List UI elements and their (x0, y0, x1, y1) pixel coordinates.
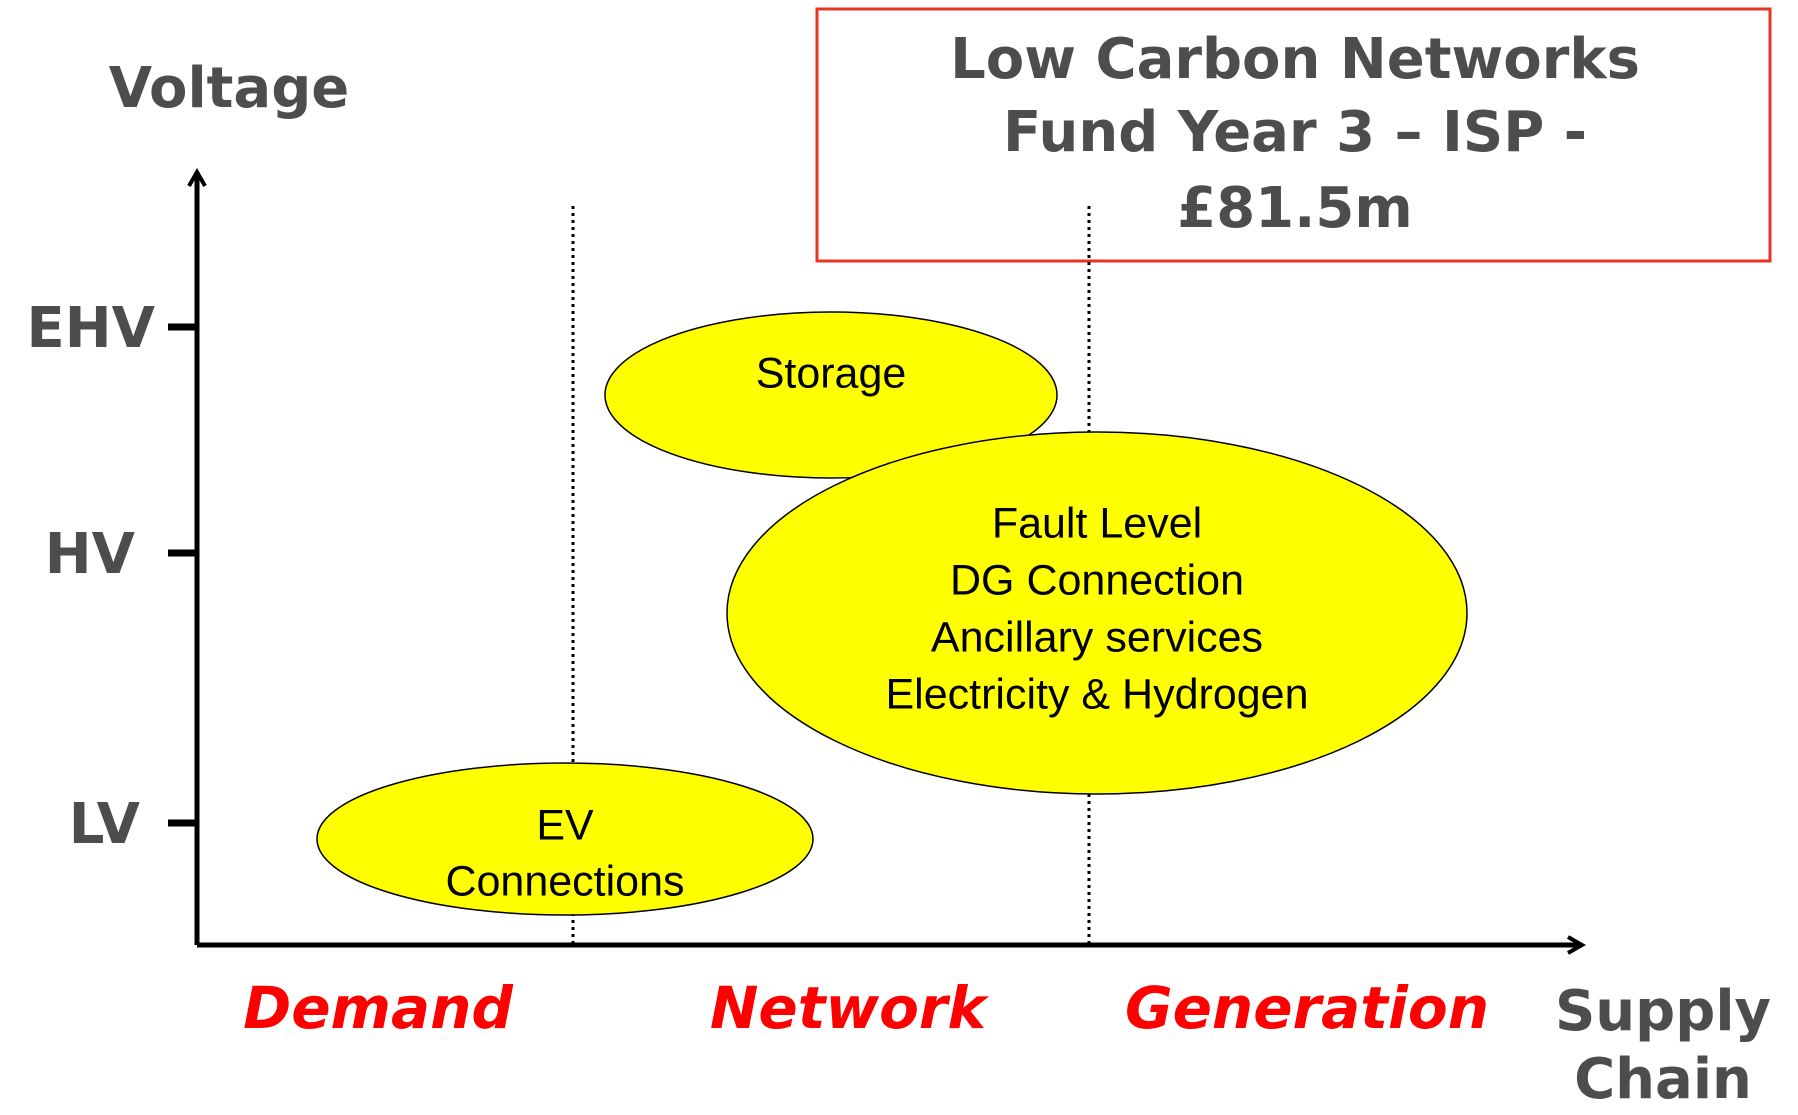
node-label: Storage (756, 349, 907, 397)
level-label: HV (45, 522, 136, 587)
section-label: Network (710, 974, 990, 1042)
node-label: Ancillary services (931, 613, 1263, 661)
node-storage (604, 311, 1058, 479)
node-label: EV (536, 801, 594, 849)
y-axis-label: Voltage (109, 56, 350, 121)
node-label: Electricity & Hydrogen (886, 670, 1309, 718)
node-ev (316, 762, 814, 916)
title-box (815, 7, 1772, 263)
node-label: Fault Level (992, 499, 1202, 547)
title-line: £81.5m (1177, 176, 1412, 241)
x-axis-label: Supply (1555, 979, 1771, 1044)
node-label: Connections (445, 857, 684, 905)
node-network (726, 431, 1468, 795)
node-label: DG Connection (950, 556, 1244, 604)
section-label: Demand (243, 974, 513, 1042)
x-axis-label: Chain (1574, 1047, 1752, 1112)
title-line: Fund Year 3 – ISP - (1003, 100, 1587, 165)
level-label: EHV (27, 296, 156, 361)
section-label: Generation (1125, 974, 1489, 1042)
level-label: LV (69, 792, 141, 857)
title-line: Low Carbon Networks (950, 27, 1640, 92)
